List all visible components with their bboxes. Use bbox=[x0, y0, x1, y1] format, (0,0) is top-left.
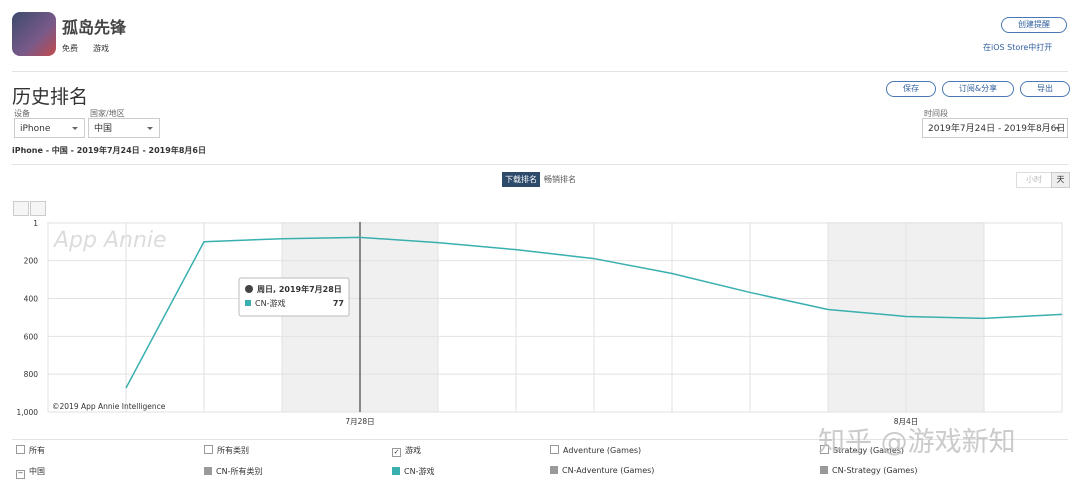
y-tick-label: 600 bbox=[24, 332, 39, 341]
legend-cell-text: CN-游戏 bbox=[404, 467, 435, 476]
x-tick-label: 8月4日 bbox=[894, 417, 919, 426]
globe-icon bbox=[245, 285, 253, 293]
category: 游戏 bbox=[93, 44, 109, 53]
chart-credit: ©2019 App Annie Intelligence bbox=[52, 402, 166, 411]
legend-row-label-text: 中国 bbox=[29, 467, 45, 476]
divider bbox=[12, 439, 1068, 440]
divider bbox=[12, 164, 1068, 165]
divider bbox=[12, 71, 1068, 72]
hour-button[interactable]: 小时 bbox=[1016, 172, 1052, 188]
country-select[interactable]: 中国 bbox=[88, 118, 160, 138]
legend-column[interactable]: 所有类别 bbox=[204, 445, 249, 456]
legend-cell-text: CN-Strategy (Games) bbox=[832, 466, 918, 475]
summary: iPhone - 中国 - 2019年7月24日 - 2019年8月6日 bbox=[12, 146, 206, 155]
period-label: 时间段 bbox=[924, 109, 948, 118]
save-button[interactable]: 保存 bbox=[886, 81, 936, 97]
legend-cell: CN-游戏 bbox=[392, 466, 434, 477]
legend-cell-text: CN-所有类别 bbox=[216, 467, 263, 476]
section-title: 历史排名 bbox=[12, 86, 89, 108]
export-button[interactable]: 导出 bbox=[1020, 81, 1070, 97]
legend-column-text: 所有类别 bbox=[217, 446, 249, 455]
y-tick-label: 800 bbox=[24, 370, 39, 379]
y-tick-label: 200 bbox=[24, 257, 39, 266]
tooltip-swatch bbox=[245, 300, 251, 306]
country-label: 国家/地区 bbox=[90, 109, 125, 118]
tooltip-value: 77 bbox=[333, 299, 344, 308]
downloads-tab[interactable]: 下载排名 bbox=[502, 172, 540, 187]
reset-zoom-button[interactable] bbox=[13, 201, 29, 216]
create-alert-button[interactable]: 创建提醒 bbox=[1001, 17, 1067, 33]
legend-row-label[interactable]: − 中国 bbox=[16, 467, 45, 479]
app-name: 孤岛先锋 bbox=[62, 18, 127, 37]
legend-column[interactable]: 所有 bbox=[16, 445, 45, 456]
app-icon bbox=[12, 12, 56, 56]
open-store-link[interactable]: 在iOS Store中打开 bbox=[983, 43, 1053, 52]
legend-column-text: Strategy (Games) bbox=[833, 446, 905, 455]
price: 免费 bbox=[62, 44, 78, 53]
watermark: 知乎 @游戏新知 bbox=[818, 427, 1016, 458]
zoom-button[interactable] bbox=[30, 201, 46, 216]
legend-column[interactable]: Adventure (Games) bbox=[550, 445, 641, 455]
legend-cell: CN-所有类别 bbox=[204, 466, 262, 477]
legend-column-text: 游戏 bbox=[405, 446, 421, 455]
legend-cell-text: CN-Adventure (Games) bbox=[562, 466, 655, 475]
subscribe-button[interactable]: 订阅&分享 bbox=[942, 81, 1014, 97]
legend-cell: CN-Adventure (Games) bbox=[550, 466, 654, 475]
y-tick-label: 400 bbox=[24, 294, 39, 303]
legend-column[interactable]: Strategy (Games) bbox=[820, 445, 904, 455]
device-select[interactable]: iPhone bbox=[14, 118, 85, 138]
tooltip: 周日, 2019年7月28日 CN-游戏 77 bbox=[238, 277, 350, 317]
chart-watermark: App Annie bbox=[52, 228, 167, 253]
y-tick-label: 1 bbox=[33, 219, 38, 228]
x-tick-label: 7月28日 bbox=[345, 417, 374, 426]
tooltip-series: CN-游戏 bbox=[255, 298, 285, 308]
y-tick-label: 1,000 bbox=[17, 408, 39, 417]
day-button[interactable]: 天 bbox=[1051, 172, 1070, 188]
series-line bbox=[125, 236, 1063, 389]
tooltip-date: 周日, 2019年7月28日 bbox=[257, 284, 342, 294]
tooltip-box bbox=[238, 277, 350, 317]
legend-cell: CN-Strategy (Games) bbox=[820, 466, 918, 475]
device-label: 设备 bbox=[14, 109, 30, 118]
period-select[interactable]: 2019年7月24日 - 2019年8月6日 bbox=[922, 118, 1068, 138]
legend-column-text: 所有 bbox=[29, 446, 45, 455]
legend-column-text: Adventure (Games) bbox=[563, 446, 642, 455]
grossing-tab[interactable]: 畅销排名 bbox=[544, 175, 576, 184]
legend-column[interactable]: ✓ 游戏 bbox=[392, 446, 421, 457]
